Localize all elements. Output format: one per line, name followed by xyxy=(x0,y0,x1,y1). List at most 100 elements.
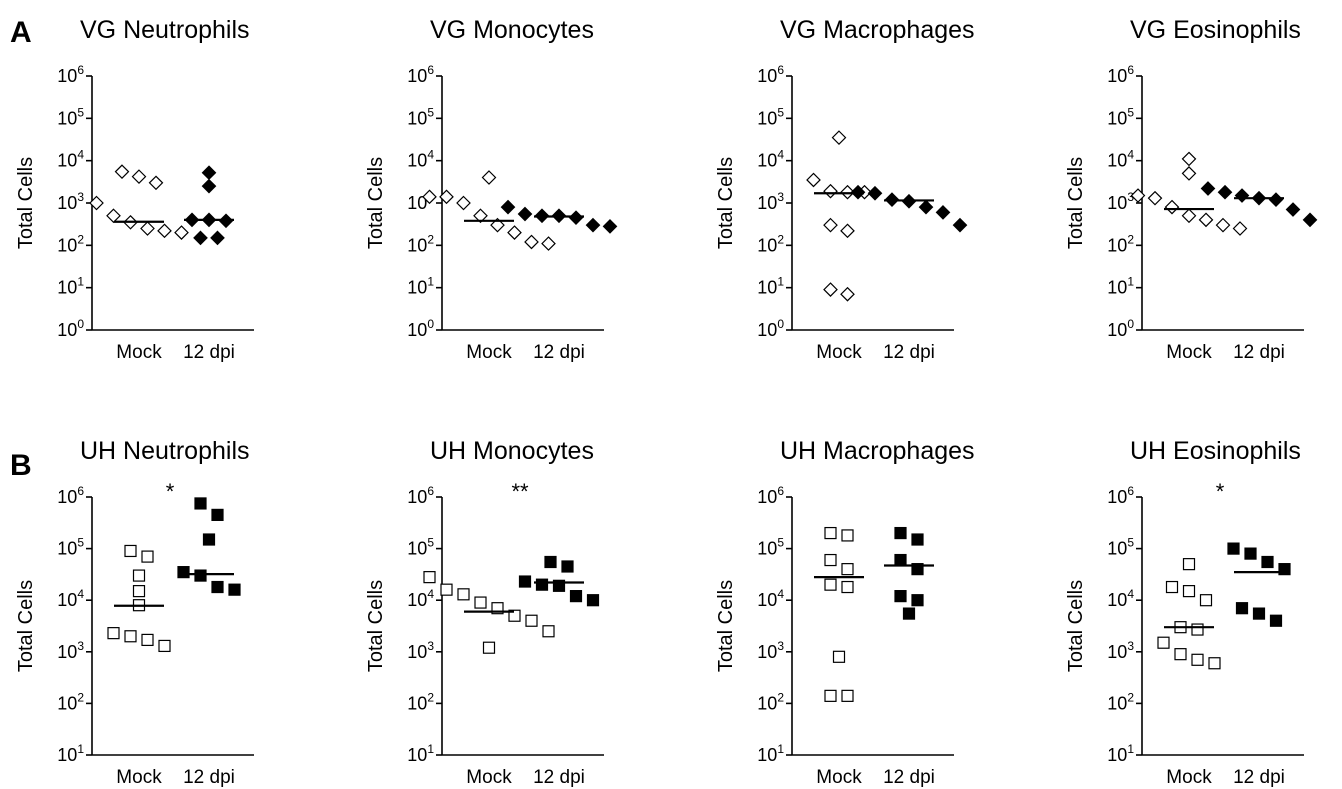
uh-macrophages-12-dpi-point-5 xyxy=(894,590,907,603)
vg-eosinophils-mock-point-1 xyxy=(1181,151,1197,167)
vg-monocytes-12-dpi-point-5 xyxy=(568,210,584,226)
uh-monocytes-12-dpi-point-2 xyxy=(561,560,574,573)
vg-monocytes-ytick-label-1e5: 105 xyxy=(407,105,434,128)
uh-macrophages-ytick-label-1e4: 104 xyxy=(757,587,784,610)
vg-monocytes-mock-point-1 xyxy=(481,170,497,185)
uh-macrophages-xtick-12-dpi: 12 dpi xyxy=(883,767,935,788)
uh-neutrophils-12-dpi-point-5 xyxy=(194,569,207,582)
uh-macrophages-12-dpi-point-3 xyxy=(894,553,907,567)
vg-neutrophils-ytick-label-1e2: 102 xyxy=(57,232,84,255)
vg-monocytes-ytick-label-1e4: 104 xyxy=(407,148,434,171)
uh-monocytes-12-dpi-point-4 xyxy=(535,578,549,591)
vg-macrophages-title: VG Macrophages xyxy=(780,16,975,44)
vg-eosinophils-mock-point-4 xyxy=(1147,190,1163,206)
uh-eosinophils-mock-point-7 xyxy=(1157,636,1170,649)
charts-container: VG Neutrophils Total Cells 100 101 102 103 104… xyxy=(15,16,1318,788)
vg-macrophages-ytick-label-1e0: 100 xyxy=(757,317,784,340)
uh-monocytes-mock-point-1 xyxy=(423,571,436,584)
uh-neutrophils-12-dpi-point-4 xyxy=(177,566,190,579)
uh-monocytes-12-dpi-point-6 xyxy=(569,590,583,603)
vg-macrophages-ytick-label-1e2: 102 xyxy=(757,232,784,255)
vg-neutrophils-title: VG Neutrophils xyxy=(80,16,250,44)
vg-macrophages-ytick-label-1e3: 103 xyxy=(757,190,784,213)
panel-label-b: B xyxy=(10,449,32,482)
vg-monocytes-xtick-12-dpi: 12 dpi xyxy=(533,342,585,363)
vg-neutrophils-mock-point-3 xyxy=(131,169,147,184)
vg-eosinophils-ytick-label-1e4: 104 xyxy=(1107,148,1134,171)
uh-eosinophils-ytick-label-1e4: 104 xyxy=(1107,587,1134,610)
vg-eosinophils-ytick-label-1e0: 100 xyxy=(1107,317,1134,340)
vg-monocytes-mock-point-9 xyxy=(541,236,556,251)
vg-macrophages-ytick-label-1e6: 106 xyxy=(757,63,784,86)
vg-neutrophils-mock-point-4 xyxy=(89,195,104,211)
vg-macrophages-mock-point-3 xyxy=(823,183,838,199)
uh-eosinophils-xtick-mock: Mock xyxy=(1166,767,1212,788)
vg-neutrophils-ytick-label-1e4: 104 xyxy=(57,148,84,171)
vg-eosinophils-xtick-12-dpi: 12 dpi xyxy=(1233,342,1285,363)
vg-macrophages-xtick-mock: Mock xyxy=(816,342,862,363)
uh-macrophages-mock-point-6 xyxy=(841,580,854,594)
uh-neutrophils-ytick-label-1e1: 101 xyxy=(57,742,84,765)
vg-neutrophils-12-dpi-point-2 xyxy=(201,178,217,194)
vg-eosinophils-title: VG Eosinophils xyxy=(1130,16,1301,44)
vg-eosinophils-mock-point-5 xyxy=(1164,199,1180,215)
vg-macrophages-12-dpi-point-2 xyxy=(867,185,883,201)
uh-neutrophils-12-dpi-point-1 xyxy=(194,497,207,510)
uh-neutrophils-significance: * xyxy=(166,479,175,504)
uh-monocytes-mock-point-3 xyxy=(457,588,470,601)
uh-neutrophils-ytick-label-1e4: 104 xyxy=(57,587,84,610)
uh-macrophages-mock-point-1 xyxy=(824,526,837,540)
vg-monocytes-ytick-label-1e0: 100 xyxy=(407,317,434,340)
uh-macrophages-ytick-label-1e6: 106 xyxy=(757,484,784,507)
vg-macrophages-ylabel: Total Cells xyxy=(715,157,737,249)
uh-macrophages-12-dpi-point-7 xyxy=(902,607,916,620)
uh-monocytes-ytick-label-1e5: 105 xyxy=(407,536,434,559)
vg-eosinophils-ytick-label-1e5: 105 xyxy=(1107,105,1134,128)
uh-monocytes-12-dpi-point-5 xyxy=(552,579,566,592)
vg-eosinophils-chart: VG Eosinophils Total Cells 100 101 102 103 104… xyxy=(1065,16,1318,363)
uh-macrophages-12-dpi-point-1 xyxy=(894,526,907,540)
vg-eosinophils-12-dpi-point-2 xyxy=(1217,184,1233,200)
vg-neutrophils-12-dpi-point-6 xyxy=(193,230,208,246)
uh-eosinophils-chart: UH Eosinophils Total Cells 101 102 103 104 105… xyxy=(1065,437,1304,788)
vg-macrophages-mock-point-8 xyxy=(823,282,838,297)
uh-monocytes-12-dpi-point-1 xyxy=(544,555,557,569)
uh-eosinophils-ytick-label-1e2: 102 xyxy=(1107,690,1134,713)
uh-macrophages-ytick-label-1e2: 102 xyxy=(757,690,784,713)
uh-neutrophils-mock-point-2 xyxy=(141,550,154,563)
vg-neutrophils-ytick-label-1e0: 100 xyxy=(57,317,84,340)
vg-eosinophils-12-dpi-point-3 xyxy=(1234,188,1250,203)
uh-monocytes-mock-point-9 xyxy=(482,641,496,654)
vg-monocytes-mock-point-7 xyxy=(507,225,522,240)
uh-macrophages-12-dpi-point-4 xyxy=(911,563,924,576)
vg-neutrophils-mock-point-5 xyxy=(106,208,121,224)
uh-macrophages-mock-point-2 xyxy=(841,529,854,542)
uh-eosinophils-ytick-label-1e1: 101 xyxy=(1107,742,1134,765)
uh-macrophages-title: UH Macrophages xyxy=(780,437,975,465)
uh-eosinophils-significance: * xyxy=(1216,479,1225,504)
vg-macrophages-chart: VG Macrophages Total Cells 100 101 102 103 104… xyxy=(715,16,975,363)
uh-neutrophils-12-dpi-point-3 xyxy=(202,533,216,546)
vg-monocytes-ytick-label-1e1: 101 xyxy=(407,275,434,298)
uh-eosinophils-ytick-label-1e6: 106 xyxy=(1107,484,1134,507)
uh-macrophages-mock-point-8 xyxy=(824,689,837,702)
uh-monocytes-mock-point-7 xyxy=(525,614,538,627)
vg-eosinophils-12-dpi-point-1 xyxy=(1200,181,1216,196)
uh-eosinophils-mock-point-1 xyxy=(1182,558,1196,571)
vg-eosinophils-mock-point-3 xyxy=(1130,188,1146,203)
uh-macrophages-ytick-label-1e5: 105 xyxy=(757,536,784,559)
uh-macrophages-mock-point-5 xyxy=(824,578,837,591)
uh-monocytes-significance: ** xyxy=(511,479,529,504)
vg-monocytes-mock-point-8 xyxy=(524,234,539,250)
vg-neutrophils-12-dpi-point-7 xyxy=(210,230,225,246)
vg-neutrophils-mock-point-8 xyxy=(174,225,189,240)
uh-eosinophils-ytick-label-1e3: 103 xyxy=(1107,639,1134,662)
uh-monocytes-chart: UH Monocytes Total Cells 101 102 103 104 105 10… xyxy=(365,437,604,788)
panel-label-a: A xyxy=(10,16,32,49)
uh-eosinophils-ylabel: Total Cells xyxy=(1065,580,1087,672)
uh-eosinophils-12-dpi-point-6 xyxy=(1252,607,1266,620)
uh-eosinophils-mock-point-6 xyxy=(1191,623,1204,636)
vg-monocytes-title: VG Monocytes xyxy=(430,16,594,44)
uh-monocytes-title: UH Monocytes xyxy=(430,437,594,465)
vg-eosinophils-ytick-label-1e2: 102 xyxy=(1107,232,1134,255)
